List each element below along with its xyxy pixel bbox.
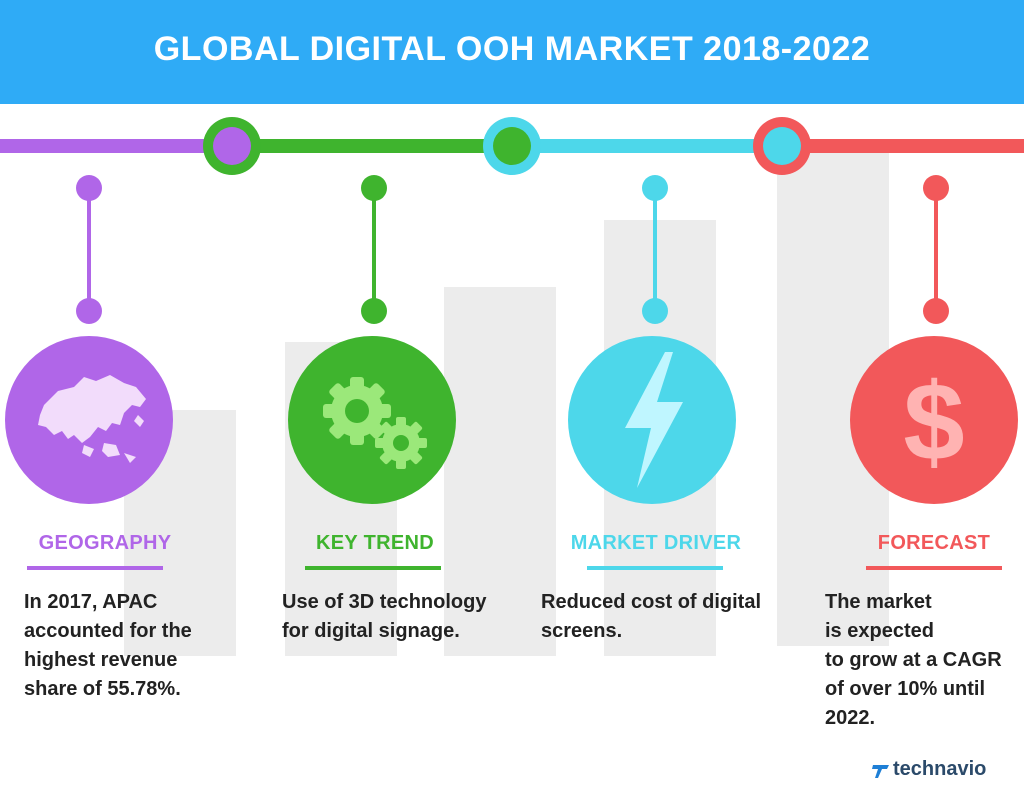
description-line: for digital signage. [282, 620, 460, 642]
description-line: Reduced cost of digital [541, 591, 762, 613]
description-line: In 2017, APAC [24, 591, 158, 613]
description-line: 2022. [825, 707, 876, 729]
category-label: KEY TREND [316, 532, 434, 554]
asia-map-icon [38, 375, 146, 463]
market-driver-circle [568, 336, 736, 504]
description-line: screens. [541, 620, 623, 642]
description-line: of over 10% until [825, 678, 986, 700]
key-trend-description: Use of 3D technology for digital signage… [282, 588, 532, 646]
timeline-segment-red [782, 139, 1024, 153]
timeline-node [483, 117, 541, 175]
description-line: is expected [825, 620, 934, 642]
description-line: share of 55.78%. [24, 678, 181, 700]
geography-circle [5, 336, 173, 504]
timeline-node [203, 117, 261, 175]
category-underline [587, 566, 723, 570]
market-driver-description: Reduced cost of digital screens. [541, 588, 801, 646]
timeline-segment-cyan [512, 139, 782, 153]
geography-description: In 2017, APAC accounted for the highest … [24, 588, 264, 704]
timeline-node [753, 117, 811, 175]
svg-text:$: $ [903, 361, 964, 480]
description-line: The market [825, 591, 932, 613]
dollar-icon: $ [903, 361, 964, 480]
brand-name: technavio [893, 758, 987, 780]
pin-stem [653, 195, 657, 307]
header-banner: GLOBAL DIGITAL OOH MARKET 2018-2022 [0, 0, 1024, 104]
forecast-circle: $ [850, 336, 1018, 504]
category-underline [866, 566, 1002, 570]
page-title: GLOBAL DIGITAL OOH MARKET 2018-2022 [153, 29, 871, 68]
timeline-segment-purple [0, 139, 232, 153]
technavio-logo-icon [872, 764, 889, 778]
description-line: accounted for the [24, 620, 192, 642]
description-line: highest revenue [24, 649, 178, 671]
gears-icon [323, 377, 427, 469]
forecast-description: The market is expected to grow at a CAGR… [825, 588, 1020, 733]
background-bar [444, 287, 556, 656]
description-line: to grow at a CAGR [825, 649, 1002, 671]
brand-logo: technavio [872, 758, 986, 781]
pin-bottom-dot [923, 298, 949, 324]
pin-stem [934, 195, 938, 307]
timeline-segment-green [232, 139, 512, 153]
category-underline [305, 566, 441, 570]
category-label: GEOGRAPHY [38, 532, 172, 554]
key-trend-circle [288, 336, 456, 504]
category-label: MARKET DRIVER [570, 532, 742, 554]
pin-bottom-dot [361, 298, 387, 324]
pin-bottom-dot [642, 298, 668, 324]
lightning-icon [625, 352, 683, 488]
category-underline [27, 566, 163, 570]
pin-stem [372, 195, 376, 307]
pin-stem [87, 195, 91, 307]
pin-bottom-dot [76, 298, 102, 324]
category-label: FORECAST [877, 532, 991, 554]
description-line: Use of 3D technology [282, 591, 487, 613]
